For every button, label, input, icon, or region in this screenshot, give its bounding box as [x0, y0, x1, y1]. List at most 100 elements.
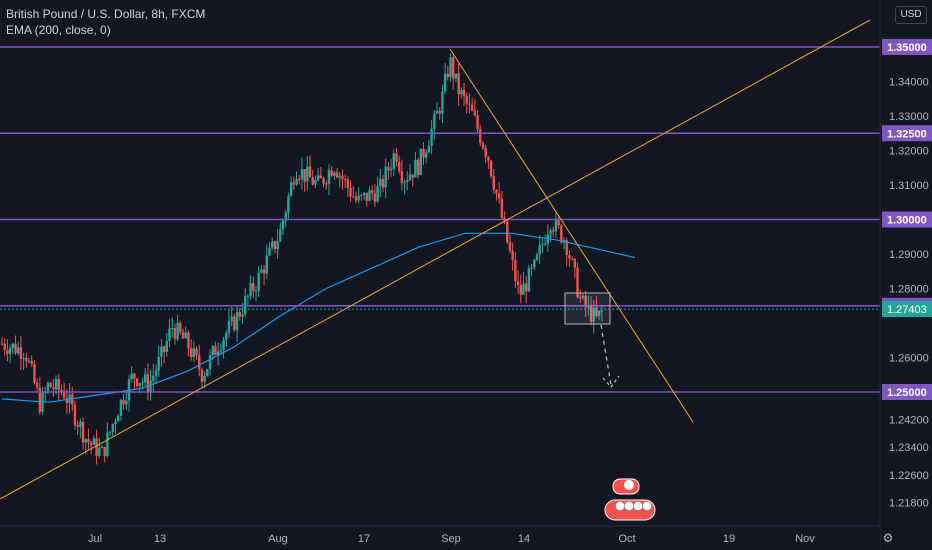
candle-down	[346, 176, 350, 198]
levels-layer	[0, 46, 880, 393]
time-tick-label: 19	[723, 533, 735, 545]
candle-up	[41, 386, 44, 415]
candle-down	[438, 107, 441, 120]
candle-down	[214, 341, 217, 356]
candle-down	[352, 186, 355, 199]
candle-up	[168, 319, 171, 348]
last-price-label: 1.27403	[882, 301, 932, 318]
ema-line[interactable]	[1, 232, 636, 403]
price-tick-label: 1.31000	[889, 180, 929, 192]
candle-up	[219, 343, 223, 355]
event-marker[interactable]	[612, 478, 640, 495]
candle-up	[543, 234, 547, 247]
gear-icon[interactable]: ⚙	[883, 531, 894, 545]
candle-up	[435, 102, 439, 114]
candle-down	[573, 257, 577, 278]
price-tick-label: 1.28000	[889, 284, 929, 296]
candle-up	[360, 193, 363, 202]
candle-down	[473, 98, 477, 117]
candle-up	[406, 171, 409, 190]
time-tick-label: 17	[358, 533, 370, 545]
event-marker-group[interactable]	[604, 499, 656, 521]
candle-up	[441, 84, 444, 123]
candle-down	[135, 377, 139, 389]
candle-down	[395, 147, 398, 167]
candle-down	[6, 339, 9, 362]
candle-up	[597, 310, 601, 321]
candle-down	[200, 367, 204, 388]
candle-up	[284, 209, 287, 228]
price-tick-label: 1.23400	[889, 442, 929, 454]
time-tick-label: Sep	[441, 533, 461, 545]
candle-up	[203, 371, 206, 388]
candle-down	[462, 83, 466, 106]
candle-up	[357, 187, 360, 203]
candle-down	[411, 174, 414, 187]
ema-indicator-label[interactable]: EMA (200, close, 0)	[6, 23, 111, 37]
candle-down	[584, 290, 587, 317]
candle-down	[470, 97, 474, 112]
candle-down	[524, 275, 528, 304]
candle-up	[408, 164, 412, 182]
candle-up	[327, 163, 331, 196]
candle-up	[127, 375, 131, 412]
candle-up	[119, 398, 123, 421]
time-tick-label: Oct	[618, 533, 635, 545]
candle-down	[311, 169, 314, 186]
candle-up	[116, 413, 120, 422]
candle-down	[162, 345, 166, 364]
candle-up	[427, 139, 431, 153]
candle-down	[308, 155, 312, 178]
candle-up	[144, 367, 147, 388]
time-tick-label: 13	[154, 533, 166, 545]
candle-up	[227, 309, 231, 338]
consolidation-box[interactable]	[564, 292, 611, 325]
price-tick-label: 1.26000	[889, 353, 929, 365]
projection-arrow[interactable]	[600, 324, 612, 386]
level-price-label: 1.32500	[882, 125, 932, 142]
candle-down	[373, 183, 377, 207]
candle-down	[181, 328, 185, 339]
candle-up	[192, 341, 196, 362]
candle-down	[465, 92, 468, 114]
candle-up	[68, 383, 71, 414]
candle-down	[325, 180, 328, 190]
candle-down	[568, 250, 571, 267]
candle-down	[76, 420, 79, 436]
candle-down	[365, 192, 368, 207]
candle-down	[397, 155, 401, 175]
candle-up	[562, 236, 566, 250]
candle-down	[370, 184, 374, 200]
candle-up	[241, 303, 244, 325]
ascending-trendline[interactable]	[0, 19, 871, 500]
candle-down	[292, 176, 296, 191]
currency-button[interactable]: USD	[895, 6, 927, 24]
price-tick-label: 1.34000	[889, 77, 929, 89]
candle-up	[392, 149, 395, 177]
ema-layer	[1, 232, 636, 403]
candle-down	[422, 141, 425, 165]
candle-up	[362, 191, 366, 200]
svg-text:1.32500: 1.32500	[887, 128, 927, 140]
candle-up	[230, 306, 233, 327]
candle-up	[376, 176, 379, 203]
candle-down	[3, 338, 6, 356]
candle-up	[171, 317, 174, 338]
candle-down	[103, 446, 106, 463]
candle-down	[179, 320, 182, 335]
candle-down	[133, 372, 136, 390]
price-tick-label: 1.29000	[889, 249, 929, 261]
candle-up	[27, 357, 31, 364]
candle-up	[130, 365, 133, 383]
time-tick-label: 14	[518, 533, 530, 545]
candle-down	[511, 242, 514, 271]
candle-down	[273, 240, 277, 254]
candle-up	[265, 244, 268, 280]
descending-trendline[interactable]	[449, 48, 694, 423]
candle-up	[333, 170, 336, 180]
candle-up	[249, 275, 252, 300]
candle-up	[530, 264, 533, 277]
candle-up	[443, 63, 447, 95]
